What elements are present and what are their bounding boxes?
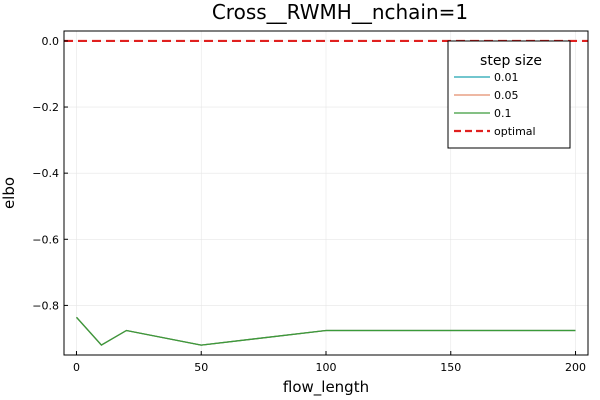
x-axis-label: flow_length bbox=[283, 378, 369, 397]
y-tick-label: −0.6 bbox=[32, 233, 59, 246]
legend: step size 0.01 0.05 0.1 optimal bbox=[447, 40, 571, 149]
x-tick-label: 100 bbox=[316, 361, 337, 374]
x-tick-label: 50 bbox=[194, 361, 208, 374]
x-tick-label: 0 bbox=[73, 361, 80, 374]
legend-label: 0.1 bbox=[494, 107, 512, 120]
tick-layer: 0 50 100 150 200 0.0 −0.2 −0.4 −0.6 −0.8 bbox=[32, 35, 586, 374]
legend-label: 0.01 bbox=[494, 71, 519, 84]
legend-label: optimal bbox=[494, 125, 536, 138]
chart-title: Cross__RWMH__nchain=1 bbox=[212, 0, 468, 24]
x-tick-label: 150 bbox=[440, 361, 461, 374]
y-tick-label: 0.0 bbox=[42, 35, 60, 48]
legend-title: step size bbox=[480, 53, 542, 69]
series-line-0_1 bbox=[76, 316, 576, 346]
x-tick-label: 200 bbox=[565, 361, 586, 374]
y-axis-label: elbo bbox=[0, 177, 18, 209]
y-tick-label: −0.2 bbox=[32, 101, 59, 114]
y-tick-label: −0.4 bbox=[32, 167, 59, 180]
y-tick-label: −0.8 bbox=[32, 299, 59, 312]
legend-label: 0.05 bbox=[494, 89, 519, 102]
